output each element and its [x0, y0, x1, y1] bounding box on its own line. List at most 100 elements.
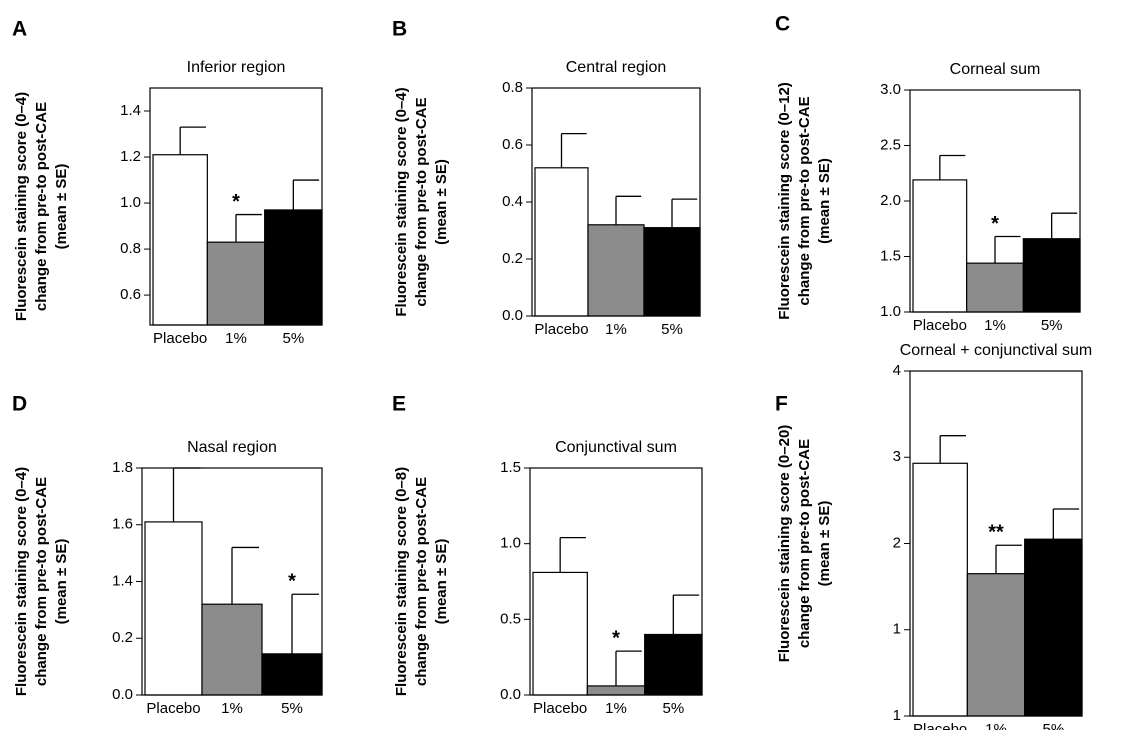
y-axis-label: (mean ± SE): [53, 164, 70, 250]
y-axis-label: (mean ± SE): [816, 501, 833, 587]
x-tick-label: 1%: [605, 700, 627, 717]
y-axis-label: (mean ± SE): [816, 158, 833, 244]
x-tick-label: Placebo: [913, 721, 967, 730]
panel-letter: A: [12, 18, 27, 41]
y-axis-label: Fluorescein staining score (0–8): [393, 467, 410, 696]
y-tick-label: 1.4: [120, 102, 141, 119]
y-axis-label: change from pre-to post-CAE: [796, 96, 813, 305]
y-axis-label: change from pre-to post-CAE: [33, 477, 50, 686]
plot-frame: [141, 467, 323, 696]
bar: [912, 179, 968, 313]
x-tick-label: 5%: [662, 700, 684, 717]
y-tick-label: 0.0: [500, 686, 521, 703]
y-axis-label: (mean ± SE): [433, 539, 450, 625]
y-tick-label: 3: [893, 448, 901, 465]
x-tick-label: Placebo: [534, 321, 588, 338]
panel-letter: F: [775, 393, 788, 416]
x-tick-label: 1%: [221, 700, 243, 717]
plot-frame: [149, 87, 323, 326]
y-axis-label: change from pre-to post-CAE: [796, 439, 813, 648]
significance-marker: **: [988, 522, 1004, 544]
panel-letter: C: [775, 13, 790, 36]
panel-title: Corneal + conjunctival sum: [900, 342, 1093, 359]
bar: [644, 633, 703, 696]
y-tick-label: 0.2: [502, 250, 523, 267]
y-axis-label: (mean ± SE): [53, 539, 70, 625]
panel-letter: D: [12, 393, 27, 416]
y-tick-label: 1.5: [880, 247, 901, 264]
x-tick-label: 5%: [1042, 721, 1064, 730]
y-axis-label: Fluorescein staining score (0–4): [13, 467, 30, 696]
bar: [1022, 238, 1081, 313]
y-axis-label: change from pre-to post-CAE: [413, 477, 430, 686]
y-tick-label: 1: [893, 621, 901, 638]
y-tick-label: 1.6: [112, 516, 133, 533]
y-tick-label: 2.5: [880, 136, 901, 153]
bar: [966, 262, 1024, 313]
y-tick-label: 1.0: [500, 535, 521, 552]
bar: [144, 521, 203, 696]
y-tick-label: 2.0: [880, 192, 901, 209]
y-axis-label: Fluorescein staining score (0–4): [393, 87, 410, 316]
y-tick-label: 1: [893, 707, 901, 724]
x-tick-label: 5%: [282, 330, 304, 347]
x-tick-label: 5%: [281, 700, 303, 717]
plot-frame: [529, 467, 703, 696]
y-axis-label: Fluorescein staining score (0–4): [13, 92, 30, 321]
x-tick-label: 1%: [225, 330, 247, 347]
y-tick-label: 1.0: [120, 194, 141, 211]
y-axis-label: Fluorescein staining score (0–20): [776, 425, 793, 663]
x-tick-label: Placebo: [146, 700, 200, 717]
panel-title: Conjunctival sum: [555, 439, 677, 456]
y-tick-label: 0.4: [502, 193, 523, 210]
x-tick-label: Placebo: [913, 317, 967, 334]
plot-frame: [909, 370, 1083, 717]
y-tick-label: 0.0: [502, 307, 523, 324]
panel-letter: E: [392, 393, 406, 416]
x-tick-label: 5%: [661, 321, 683, 338]
panel-title: Central region: [566, 59, 667, 76]
y-tick-label: 1.5: [500, 459, 521, 476]
y-axis-label: change from pre-to post-CAE: [413, 97, 430, 306]
y-tick-label: 1.4: [112, 572, 133, 589]
bar: [206, 241, 266, 326]
y-tick-label: 1.2: [120, 148, 141, 165]
significance-marker: *: [612, 627, 620, 649]
y-tick-label: 0.8: [502, 79, 523, 96]
bar: [586, 685, 646, 696]
bar: [201, 603, 263, 696]
significance-marker: *: [288, 571, 296, 593]
x-tick-label: 1%: [605, 321, 627, 338]
y-tick-label: 0.5: [500, 610, 521, 627]
x-tick-label: Placebo: [153, 330, 207, 347]
bar: [261, 653, 323, 696]
panel-title: Corneal sum: [950, 61, 1041, 78]
y-tick-label: 0.8: [120, 240, 141, 257]
bar: [532, 571, 588, 696]
y-tick-label: 1.0: [880, 303, 901, 320]
bar: [534, 167, 589, 317]
y-tick-label: 3.0: [880, 81, 901, 98]
y-axis-label: Fluorescein staining score (0–12): [776, 82, 793, 320]
bar: [264, 209, 323, 326]
y-tick-label: 0.6: [120, 286, 141, 303]
panel-title: Nasal region: [187, 439, 277, 456]
bar: [152, 154, 208, 326]
bar: [587, 224, 645, 317]
x-tick-label: 1%: [985, 721, 1007, 730]
bar: [643, 227, 701, 317]
x-tick-label: 5%: [1041, 317, 1063, 334]
y-tick-label: 4: [893, 362, 901, 379]
y-axis-label: (mean ± SE): [433, 159, 450, 245]
plot-frame: [909, 89, 1081, 313]
panel-letter: B: [392, 18, 407, 41]
y-axis-label: change from pre-to post-CAE: [33, 102, 50, 311]
x-tick-label: 1%: [984, 317, 1006, 334]
significance-marker: *: [232, 191, 240, 213]
bar: [912, 462, 968, 717]
y-tick-label: 0.2: [112, 629, 133, 646]
y-tick-label: 0.6: [502, 136, 523, 153]
panel-title: Inferior region: [187, 59, 286, 76]
y-tick-label: 1.8: [112, 459, 133, 476]
